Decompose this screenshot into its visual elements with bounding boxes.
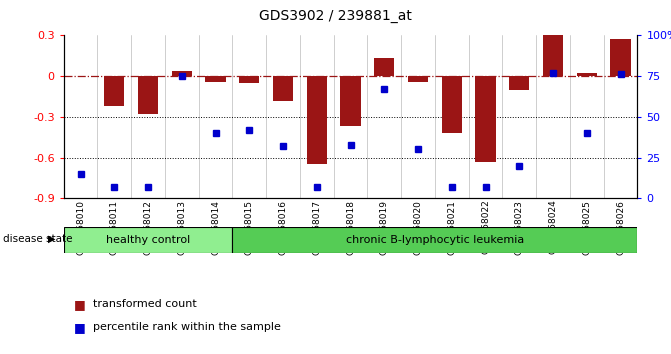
Bar <box>442 76 462 133</box>
Text: ▶: ▶ <box>48 234 55 244</box>
Bar <box>611 40 631 76</box>
Text: disease state: disease state <box>3 234 73 244</box>
Bar <box>273 76 293 101</box>
Bar <box>340 76 361 126</box>
Bar <box>172 71 192 76</box>
Text: GDS3902 / 239881_at: GDS3902 / 239881_at <box>259 9 412 23</box>
Bar <box>576 73 597 76</box>
Bar <box>232 227 637 253</box>
Bar <box>104 76 125 106</box>
Bar <box>64 227 232 253</box>
Text: percentile rank within the sample: percentile rank within the sample <box>93 322 280 332</box>
Bar <box>205 76 225 81</box>
Text: chronic B-lymphocytic leukemia: chronic B-lymphocytic leukemia <box>346 235 524 245</box>
Text: ■: ■ <box>74 321 86 334</box>
Bar <box>476 76 496 162</box>
Bar <box>408 76 428 81</box>
Bar <box>307 76 327 164</box>
Bar <box>240 76 260 83</box>
Bar <box>543 35 563 76</box>
Bar <box>374 58 395 76</box>
Text: transformed count: transformed count <box>93 299 197 309</box>
Bar <box>138 76 158 114</box>
Bar <box>509 76 529 90</box>
Text: healthy control: healthy control <box>106 235 191 245</box>
Text: ■: ■ <box>74 298 86 311</box>
